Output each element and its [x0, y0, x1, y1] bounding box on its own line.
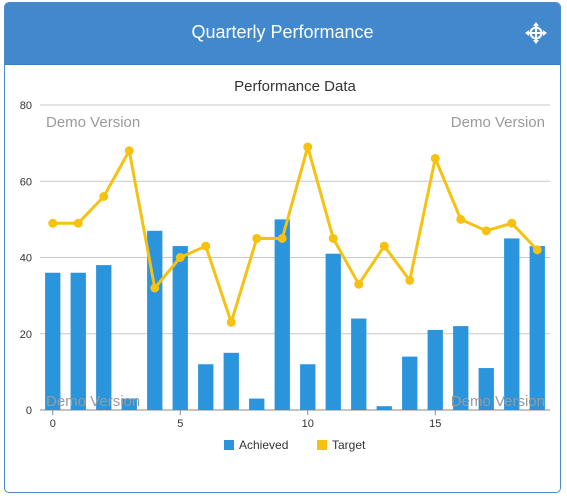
bar-achieved [121, 398, 137, 410]
target-point [73, 218, 83, 228]
target-point [405, 275, 415, 285]
panel-title: Quarterly Performance [191, 22, 374, 42]
panel-header: Quarterly Performance [5, 3, 560, 65]
legend-swatch [224, 440, 234, 450]
bar-achieved [376, 406, 392, 410]
y-tick-label: 20 [20, 329, 32, 341]
target-point [532, 245, 542, 255]
chart-title: Performance Data [234, 78, 356, 95]
chart-area: Performance Data 0 20 40 60 80 0 5 10 15 Demo Vers… [5, 65, 560, 492]
x-tick-label: 15 [429, 418, 441, 430]
target-point [201, 241, 211, 251]
x-tick-label: 5 [177, 418, 183, 430]
bar-achieved [249, 398, 265, 410]
x-tick-label: 0 [50, 418, 56, 430]
target-point [379, 241, 389, 251]
target-point [150, 283, 160, 293]
target-point [226, 317, 236, 327]
performance-chart: Performance Data 0 20 40 60 80 0 5 10 15 Demo Vers… [20, 78, 550, 452]
legend-swatch [317, 440, 327, 450]
bar-achieved [529, 246, 545, 410]
bar-achieved [198, 364, 214, 410]
bar-achieved [70, 272, 86, 410]
bar-achieved [223, 352, 239, 410]
legend-label: Target [332, 438, 366, 452]
target-point [99, 192, 109, 201]
bar-achieved [504, 238, 520, 410]
target-point [124, 146, 134, 156]
y-tick-label: 80 [20, 100, 32, 112]
y-tick-label: 0 [26, 405, 32, 417]
bar-achieved [325, 253, 341, 410]
target-point [456, 214, 466, 224]
target-point [328, 233, 338, 243]
target-point [48, 218, 58, 228]
y-tick-label: 60 [20, 176, 32, 188]
bar-achieved [274, 219, 290, 410]
bar-achieved [402, 356, 418, 410]
target-point [430, 153, 440, 163]
target-point [354, 279, 364, 289]
target-point [303, 142, 313, 152]
bar-achieved [96, 265, 112, 410]
target-point [175, 253, 185, 262]
target-point [507, 218, 517, 228]
chart-panel: Quarterly Performance Performance Data 0 2… [4, 2, 561, 493]
target-point [481, 226, 491, 236]
bar-achieved [172, 246, 188, 410]
watermark-bottom-right: Demo Version [451, 393, 545, 410]
legend-label: Achieved [239, 438, 288, 452]
bar-achieved [453, 326, 469, 410]
watermark-top-right: Demo Version [451, 114, 545, 131]
bar-achieved [300, 364, 316, 410]
y-tick-label: 40 [20, 253, 32, 265]
bar-achieved [478, 368, 494, 410]
move-crosshair-icon[interactable] [524, 21, 548, 45]
target-line [52, 145, 539, 324]
bar-achieved [427, 329, 443, 410]
bar-achieved [351, 318, 367, 410]
watermark-bottom-left: Demo Version [46, 393, 140, 410]
target-point [277, 233, 287, 243]
x-tick-label: 10 [302, 418, 314, 430]
bar-achieved [45, 272, 61, 410]
target-point [252, 233, 262, 243]
watermark-top-left: Demo Version [46, 114, 140, 131]
